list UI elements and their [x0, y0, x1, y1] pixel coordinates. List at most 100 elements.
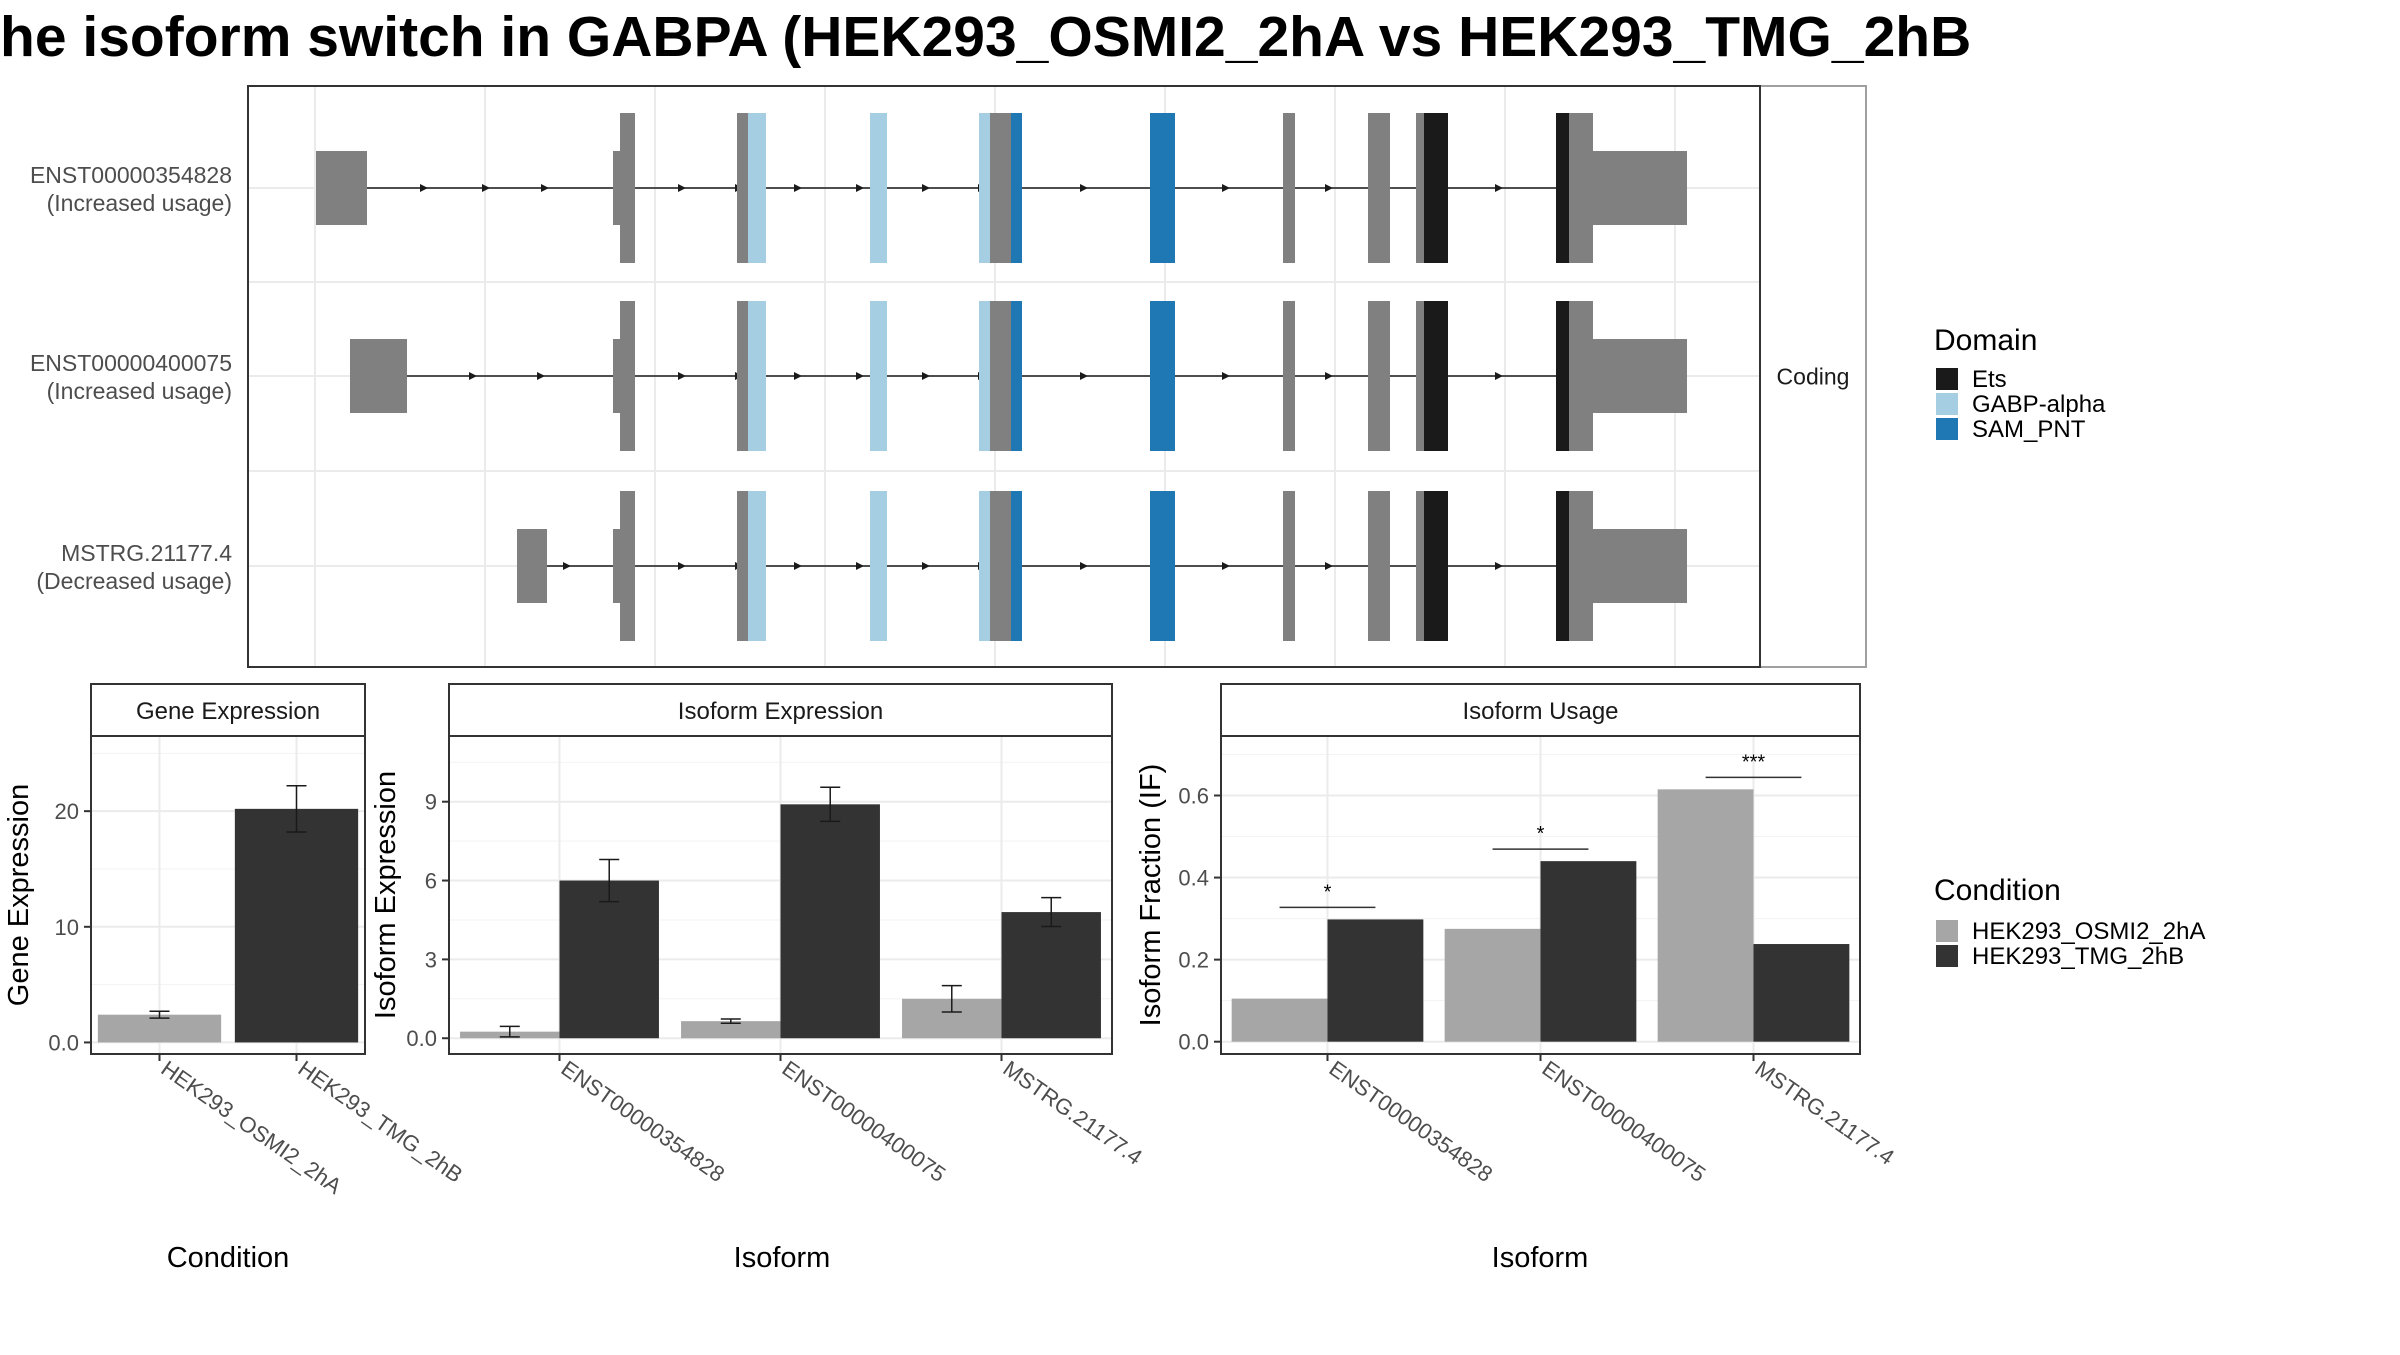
facet-strip: [1759, 85, 1867, 668]
strand-arrow: [794, 184, 802, 192]
y-axis-title: Isoform Expression: [370, 771, 402, 1019]
x-tick-label: MSTRG.21177.4: [999, 1056, 1147, 1170]
legend-title: Domain: [1934, 324, 2037, 357]
exon-block: [1424, 301, 1448, 451]
strand-arrow: [1325, 184, 1333, 192]
panel-strip: [1220, 683, 1861, 737]
exon-block: [1424, 113, 1448, 263]
strand-arrow: [794, 562, 802, 570]
bar: [1001, 912, 1101, 1039]
exon-block: [1592, 529, 1687, 603]
transcript-id-label: ENST00000354828: [30, 162, 232, 188]
exon-block: [990, 113, 1012, 263]
y-tick-label: 0.0: [48, 1030, 79, 1055]
legend-key: [1936, 945, 1958, 967]
strand-arrow: [482, 184, 490, 192]
exon-block: [979, 301, 991, 451]
exon-block: [620, 301, 635, 451]
exon-block: [1011, 113, 1022, 263]
bar: [1327, 919, 1424, 1042]
legend-key: [1936, 920, 1958, 942]
bar: [1540, 861, 1637, 1042]
panel-strip: [90, 683, 366, 737]
exon-block: [1416, 491, 1424, 641]
strand-arrow: [1325, 372, 1333, 380]
strand-arrow: [1080, 562, 1088, 570]
panel-strip-title: Gene Expression: [136, 698, 320, 725]
exon-block: [1556, 113, 1570, 263]
x-tick-label: ENST00000400075: [1538, 1056, 1711, 1187]
exon-block: [1424, 491, 1448, 641]
exon-block: [748, 301, 766, 451]
exon-block: [748, 113, 766, 263]
exon-block: [870, 113, 887, 263]
exon-block: [1592, 151, 1687, 225]
exon-block: [737, 113, 749, 263]
significance-label: *: [1537, 823, 1545, 845]
exon-block: [1011, 301, 1022, 451]
bar: [559, 880, 659, 1039]
plot-border: [247, 85, 1761, 668]
exon-block: [870, 301, 887, 451]
exon-block: [1569, 301, 1593, 451]
strand-arrow: [678, 562, 686, 570]
legend-label: HEK293_TMG_2hB: [1972, 943, 2184, 970]
exon-block: [870, 491, 887, 641]
legend-label: HEK293_OSMI2_2hA: [1972, 918, 2205, 945]
strand-arrow: [1222, 562, 1230, 570]
exon-utr: [350, 339, 407, 413]
exon-block: [1283, 113, 1295, 263]
bar-panel: Gene Expression0.01020HEK293_OSMI2_2hAHE…: [3, 683, 467, 1274]
exon-block: [1283, 301, 1295, 451]
y-tick-label: 0.2: [1178, 948, 1209, 973]
exon-block: [979, 113, 991, 263]
strand-arrow: [1495, 562, 1503, 570]
bar: [681, 1021, 781, 1039]
exon-block: [990, 301, 1012, 451]
transcript-usage-label: (Decreased usage): [36, 568, 232, 594]
strand-arrow: [1080, 184, 1088, 192]
exon-utr: [517, 529, 547, 603]
strand-arrow: [922, 372, 930, 380]
legend-title: Condition: [1934, 874, 2061, 907]
strand-arrow: [856, 184, 864, 192]
panel-strip-title: Isoform Usage: [1462, 698, 1618, 725]
legend-key: [1936, 393, 1958, 415]
exon-block: [1592, 339, 1687, 413]
strand-arrow: [1222, 184, 1230, 192]
transcript-usage-label: (Increased usage): [47, 378, 232, 404]
transcript-row: [316, 113, 1687, 263]
strand-arrow: [1080, 372, 1088, 380]
exon-block: [748, 491, 766, 641]
exon-block: [613, 529, 621, 603]
y-tick-label: 6: [425, 869, 437, 894]
legend-key: [1936, 368, 1958, 390]
y-axis-title: Isoform Fraction (IF): [1135, 764, 1167, 1027]
page-title: he isoform switch in GABPA (HEK293_OSMI2…: [0, 5, 1971, 69]
significance-label: *: [1324, 881, 1332, 903]
bar-panel: Isoform Usage*****0.00.20.40.6ENST000003…: [1135, 683, 1899, 1274]
y-tick-label: 20: [55, 799, 79, 824]
bar: [234, 808, 359, 1043]
strand-arrow: [541, 184, 549, 192]
y-tick-label: 0.0: [1178, 1030, 1209, 1055]
exon-block: [1556, 491, 1570, 641]
transcript-row: [350, 301, 1687, 451]
facet-strip-label: Coding: [1777, 364, 1850, 390]
x-axis-title: Isoform: [734, 1242, 831, 1274]
bar: [1657, 789, 1754, 1042]
exon-block: [1283, 491, 1295, 641]
exon-block: [1368, 491, 1390, 641]
strand-arrow: [922, 562, 930, 570]
exon-block: [613, 339, 621, 413]
strand-arrow: [794, 372, 802, 380]
strand-arrow: [678, 372, 686, 380]
strand-arrow: [420, 184, 428, 192]
strand-arrow: [563, 562, 571, 570]
bar: [1444, 928, 1541, 1042]
x-tick-label: MSTRG.21177.4: [1751, 1056, 1899, 1170]
exon-block: [737, 301, 749, 451]
